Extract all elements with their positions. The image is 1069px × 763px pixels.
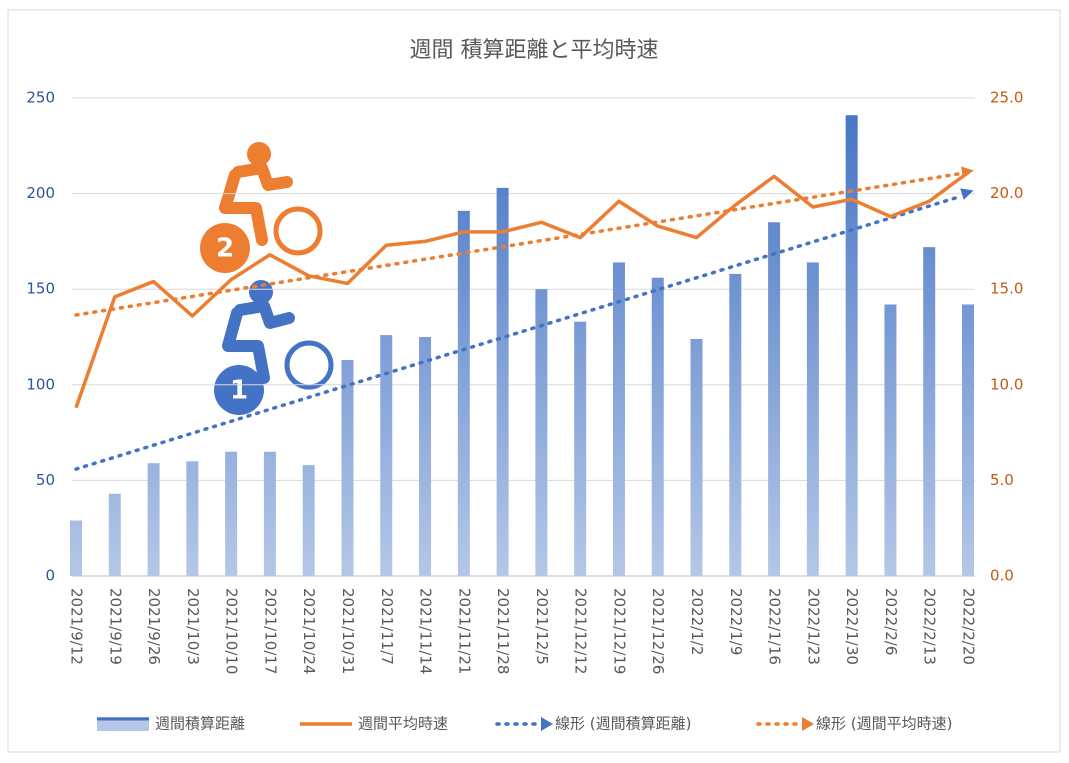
line — [74, 171, 970, 409]
y-tick-label: 0 — [45, 567, 55, 585]
y2-tick-label: 0.0 — [990, 567, 1014, 585]
bar — [845, 115, 858, 576]
x-tick-label: 2022/1/16 — [766, 588, 784, 665]
bar — [302, 465, 315, 576]
legend-label: 線形 (週間積算距離) — [555, 715, 691, 733]
bar — [70, 520, 82, 576]
bar — [341, 359, 354, 576]
x-tick-label: 2021/12/26 — [649, 588, 667, 674]
bar — [225, 451, 238, 576]
bar — [729, 273, 742, 576]
x-tick-label: 2022/1/30 — [843, 588, 861, 665]
y2-tick-label: 10.0 — [990, 375, 1023, 393]
y-tick-label: 200 — [26, 184, 55, 202]
x-tick-label: 2022/2/20 — [960, 588, 978, 665]
chart-title: 週間 積算距離と平均時速 — [410, 38, 659, 63]
x-tick-label: 2021/11/28 — [494, 588, 512, 674]
bar — [923, 247, 936, 577]
x-tick-label: 2021/10/10 — [223, 588, 241, 674]
y2-tick-label: 25.0 — [990, 89, 1023, 107]
legend-label: 週間平均時速 — [358, 715, 448, 733]
x-tick-label: 2022/1/2 — [688, 588, 706, 655]
cyclist-icon-2 — [200, 142, 323, 273]
x-tick-label: 2021/10/24 — [300, 588, 318, 674]
x-tick-label: 2022/1/23 — [804, 588, 822, 665]
y2-tick-label: 20.0 — [990, 184, 1023, 202]
bar — [419, 337, 432, 576]
y2-tick-label: 15.0 — [990, 280, 1023, 298]
legend-swatch — [541, 717, 553, 731]
x-tick-label: 2021/11/21 — [455, 588, 473, 674]
bar — [651, 277, 664, 576]
bar — [962, 304, 974, 576]
x-tick-label: 2021/9/19 — [106, 588, 124, 665]
x-tick-label: 2022/1/9 — [727, 588, 745, 655]
bar — [768, 222, 781, 576]
bar — [535, 289, 548, 576]
bar — [690, 338, 703, 576]
bar — [380, 335, 393, 576]
bar — [186, 461, 199, 576]
y2-tick-label: 5.0 — [990, 471, 1014, 489]
annotation: 1 — [230, 376, 248, 406]
x-tick-label: 2022/2/13 — [921, 588, 939, 665]
bar — [574, 321, 587, 576]
x-tick-label: 2021/11/14 — [417, 588, 435, 674]
bar — [147, 463, 160, 576]
bar — [612, 262, 625, 576]
x-tick-label: 2021/10/31 — [339, 588, 357, 674]
cyclist-icon-1 — [214, 280, 334, 415]
bar — [884, 304, 897, 576]
bar — [108, 493, 121, 576]
annotation: 2 — [216, 234, 234, 264]
x-tick-label: 2021/12/5 — [533, 588, 551, 665]
legend-label: 線形 (週間平均時速) — [816, 715, 952, 733]
bar — [263, 451, 276, 576]
x-tick-label: 2021/9/26 — [145, 588, 163, 665]
trendline — [74, 194, 962, 471]
legend-swatch — [802, 717, 814, 731]
trendline — [74, 171, 962, 317]
x-tick-label: 2021/9/12 — [68, 588, 86, 665]
y-tick-label: 50 — [36, 471, 55, 489]
x-tick-label: 2022/2/6 — [882, 588, 900, 655]
x-tick-label: 2021/10/17 — [261, 588, 279, 674]
x-tick-label: 2021/12/19 — [610, 588, 628, 674]
bar — [496, 187, 509, 576]
x-tick-label: 2021/10/3 — [184, 588, 202, 665]
y-tick-label: 250 — [26, 89, 55, 107]
y-tick-label: 100 — [26, 375, 55, 393]
y-tick-label: 150 — [26, 280, 55, 298]
x-tick-label: 2021/12/12 — [572, 588, 590, 674]
bar — [806, 262, 819, 576]
x-tick-label: 2021/11/7 — [378, 588, 396, 665]
trendline-arrow — [960, 188, 974, 200]
legend-label: 週間積算距離 — [155, 715, 245, 733]
bar — [457, 210, 470, 577]
